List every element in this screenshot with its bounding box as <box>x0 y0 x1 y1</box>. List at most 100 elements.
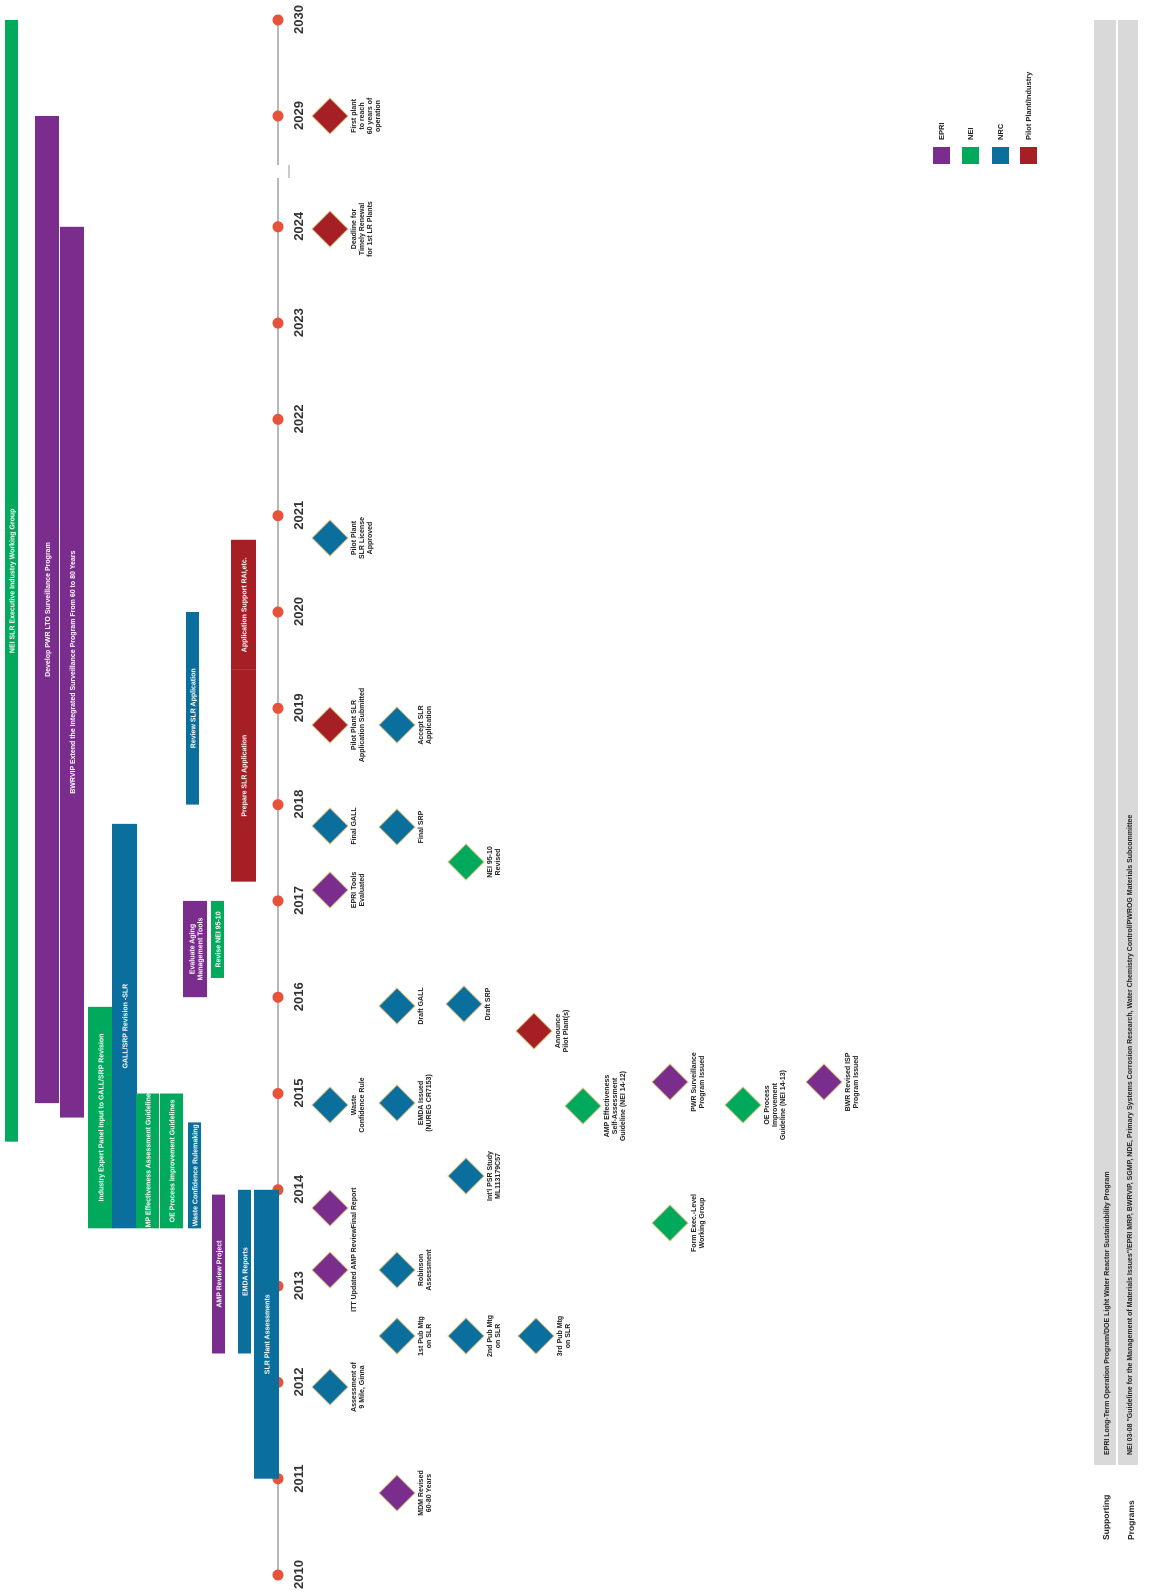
milestone-label: Final GALL <box>351 807 358 845</box>
milestone-diamond <box>378 1251 416 1289</box>
milestone-label: RobinsonAssessment <box>418 1249 433 1291</box>
milestone-diamond <box>378 987 416 1025</box>
bar-label: NEI SLR Executive Industry Working Group <box>10 509 17 654</box>
milestone-diamond <box>378 1317 416 1355</box>
year-tick-label: 2020 <box>291 597 306 626</box>
timeline-bar <box>35 116 59 1104</box>
supporting-band <box>1094 20 1116 1465</box>
bar-label: OE Process Improvement Guidelines <box>170 1099 177 1222</box>
bar-label: Prepare SLR Application <box>242 735 249 817</box>
legend-swatch <box>992 147 1009 164</box>
timeline-bar <box>186 612 199 805</box>
year-dot <box>272 606 284 618</box>
milestone-diamond <box>311 1189 349 1227</box>
bar-label: BWRVIP Extend the Integrated Surveillanc… <box>70 551 77 794</box>
timeline-bar <box>88 1006 113 1229</box>
bar-label: GALL/SRP Revision -SLR <box>123 984 130 1069</box>
milestone-diamond <box>311 1251 349 1289</box>
year-dot <box>272 991 284 1003</box>
year-dot <box>272 510 284 522</box>
year-tick-label: 2019 <box>291 693 306 722</box>
legend-swatch <box>962 147 979 164</box>
band-title-programs: Programs <box>1126 1500 1136 1540</box>
year-dot <box>272 317 284 329</box>
milestone-diamond <box>311 210 349 248</box>
year-dot <box>272 221 284 233</box>
year-tick-label: 2012 <box>291 1367 306 1396</box>
milestone-label: EMDA Issued(NUREG CR7153) <box>418 1074 433 1132</box>
year-dot <box>272 1088 284 1099</box>
milestone-label: Assessment of9 Mile, Ginna <box>351 1361 366 1411</box>
year-tick-label: 2014 <box>291 1174 306 1204</box>
legend-swatch <box>933 147 950 164</box>
timeline-bar <box>160 1093 183 1229</box>
timeline-bar <box>238 1189 251 1354</box>
milestone-label: Pilot Plant SLRApplication Submitted <box>351 688 366 762</box>
milestone-diamond <box>378 1474 416 1512</box>
milestone-diamond <box>515 1012 553 1050</box>
year-tick-label: 2029 <box>291 101 306 130</box>
year-tick-label: 2013 <box>291 1271 306 1300</box>
milestone-diamond <box>564 1087 602 1125</box>
milestone-diamond <box>378 808 416 846</box>
programs-band <box>1118 20 1138 1465</box>
timeline-bar <box>60 226 84 1118</box>
milestone-diamond <box>517 1317 555 1355</box>
year-dot <box>272 413 284 425</box>
year-tick-label: 2016 <box>291 982 306 1011</box>
milestone-diamond <box>311 1368 349 1406</box>
milestone-label: WasteConfidence Rule <box>351 1077 366 1132</box>
milestone-diamond <box>447 1317 485 1355</box>
bar-label: Evaluate AgingManagement Tools <box>190 918 205 981</box>
milestone-diamond <box>311 1086 349 1124</box>
timeline-bar <box>188 1122 201 1229</box>
year-tick-label: 2010 <box>291 1560 306 1589</box>
milestone-diamond <box>447 1157 485 1195</box>
milestone-label: EPRI ToolsEvaluated <box>351 872 366 909</box>
bar-label: AMP Effectiveness Assessment Guidelines <box>146 1089 153 1232</box>
year-dot <box>272 1569 284 1581</box>
milestone-diamond <box>724 1086 762 1124</box>
milestone-label: BWR Revised ISPProgram Issued <box>845 1052 860 1111</box>
year-tick-label: 2011 <box>291 1464 306 1492</box>
milestone-diamond <box>378 706 416 744</box>
bar-label: EMDA Reports <box>243 1247 250 1296</box>
timeline-bar <box>231 669 256 882</box>
timeline-bar <box>183 900 207 998</box>
bar-label: Develop PWR LTO Surveillance Program <box>45 542 52 677</box>
band-title-supporting: Supporting <box>1101 1495 1111 1540</box>
milestone-label: Draft GALL <box>418 987 425 1025</box>
year-dot <box>272 702 284 714</box>
milestone-diamond <box>378 1084 416 1122</box>
milestone-diamond <box>805 1063 843 1101</box>
milestone-label: Accept SLRApplication <box>418 705 433 744</box>
legend-label: EPRI <box>937 122 946 140</box>
year-tick-label: 2015 <box>291 1079 306 1108</box>
milestone-diamond <box>311 706 349 744</box>
legend-label: Pilot Plant/Industry <box>1024 71 1033 140</box>
milestone-diamond <box>447 843 485 881</box>
year-dot <box>272 110 284 122</box>
bar-label: Application Support RAI,etc. <box>242 557 249 652</box>
milestone-label: Pilot PlantSLR LicenseApproved <box>351 517 374 559</box>
year-dot <box>272 14 284 26</box>
timeline-bar <box>231 539 256 670</box>
bar-label: Revise NEI 95-10 <box>216 911 223 967</box>
band-text: NEI 03-08 "Guideline for the Management … <box>1127 815 1134 1455</box>
milestone-diamond <box>651 1063 689 1101</box>
milestone-label: NEI 95-10Revised <box>487 846 502 878</box>
milestone-label: Form Exec.-LevelWorking Group <box>691 1194 706 1252</box>
year-tick-label: 2018 <box>291 790 306 819</box>
timeline-bar <box>5 20 18 1142</box>
bar-label: Industry Expert Panel Input to GALL/SRP … <box>99 1034 106 1202</box>
year-tick-label: 2022 <box>291 404 306 433</box>
milestone-label: 2nd Pub Mtgon SLR <box>487 1315 502 1357</box>
bar-label: Waste Confidence Rulemaking <box>193 1124 200 1226</box>
band-text: EPRI Long-Term Operation Program/DOE Lig… <box>1104 1171 1111 1455</box>
milestone-diamond <box>311 97 349 135</box>
year-tick-label: 2030 <box>291 5 306 34</box>
milestone-label: 1st Pub Mtgon SLR <box>418 1316 433 1356</box>
milestone-label: Final Report <box>351 1187 358 1229</box>
milestone-label: PWR SurveillanceProgram Issued <box>691 1052 706 1112</box>
